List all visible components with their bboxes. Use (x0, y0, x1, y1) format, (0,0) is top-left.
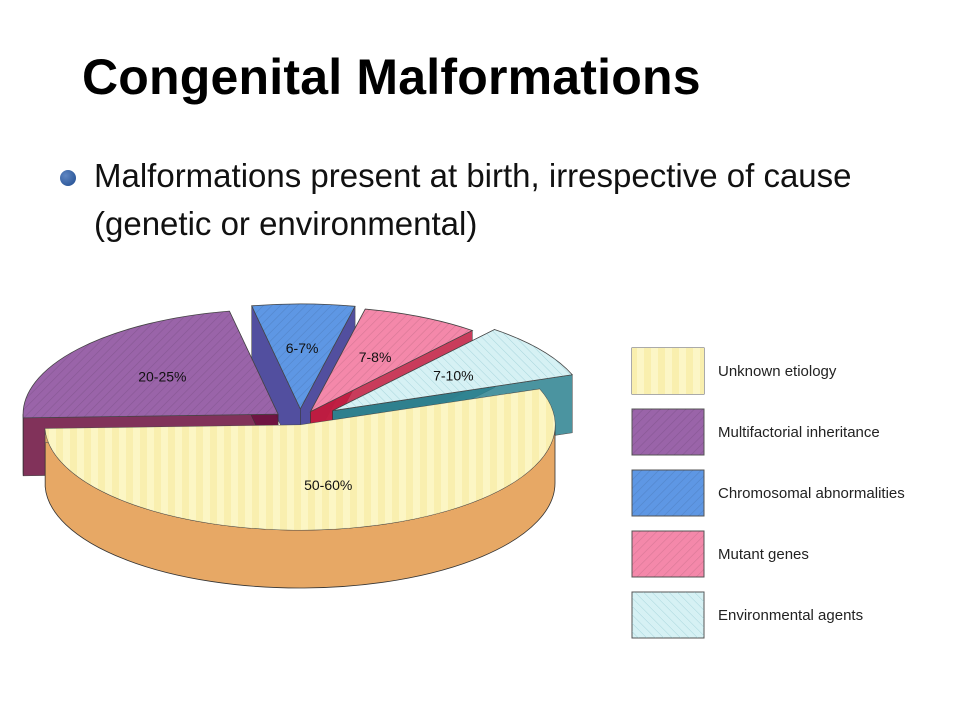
pie-chart-svg: 6-7% 7-8% 20-25% 7-10% 50-60% Unknown etiolo… (22, 303, 905, 639)
legend-label-mutant-genes: Mutant genes (718, 546, 809, 563)
pie-slice-label-multifactorial-inheritance: 20-25% (138, 368, 186, 384)
pie-slice-label-environmental-agents: 7-10% (433, 367, 473, 383)
legend-item-chromosomal-abnormalities: Chromosomal abnormalities (631, 469, 905, 517)
legend-item-mutant-genes: Mutant genes (631, 530, 809, 578)
legend-label-chromosomal-abnormalities: Chromosomal abnormalities (718, 485, 905, 502)
bullet-text: Malformations present at birth, irrespec… (94, 157, 852, 242)
page-title: Congenital Malformations (82, 49, 701, 105)
pie-chart: 6-7% 7-8% 20-25% 7-10% 50-60% Unknown etiolo… (0, 280, 960, 720)
bullet-dot-icon (60, 170, 76, 186)
legend-item-environmental-agents: Environmental agents (631, 591, 863, 639)
legend-label-environmental-agents: Environmental agents (718, 607, 863, 624)
legend: Unknown etiology Multifactorial inheritan… (631, 347, 905, 639)
pie-slice-label-chromosomal-abnormalities: 6-7% (286, 340, 319, 356)
pie-slice-label-mutant-genes: 7-8% (359, 349, 392, 365)
legend-item-multifactorial-inheritance: Multifactorial inheritance (631, 408, 880, 456)
legend-label-unknown-etiology: Unknown etiology (718, 363, 837, 380)
bullet-point: Malformations present at birth, irrespec… (58, 152, 918, 248)
pie-layer: 6-7% 7-8% 20-25% 7-10% 50-60% (22, 303, 574, 589)
legend-label-multifactorial-inheritance: Multifactorial inheritance (718, 424, 880, 441)
pie-slice-label-unknown-etiology: 50-60% (304, 477, 352, 493)
legend-item-unknown-etiology: Unknown etiology (631, 347, 837, 395)
pie-slice-unknown-etiology: 50-60% (44, 388, 556, 589)
